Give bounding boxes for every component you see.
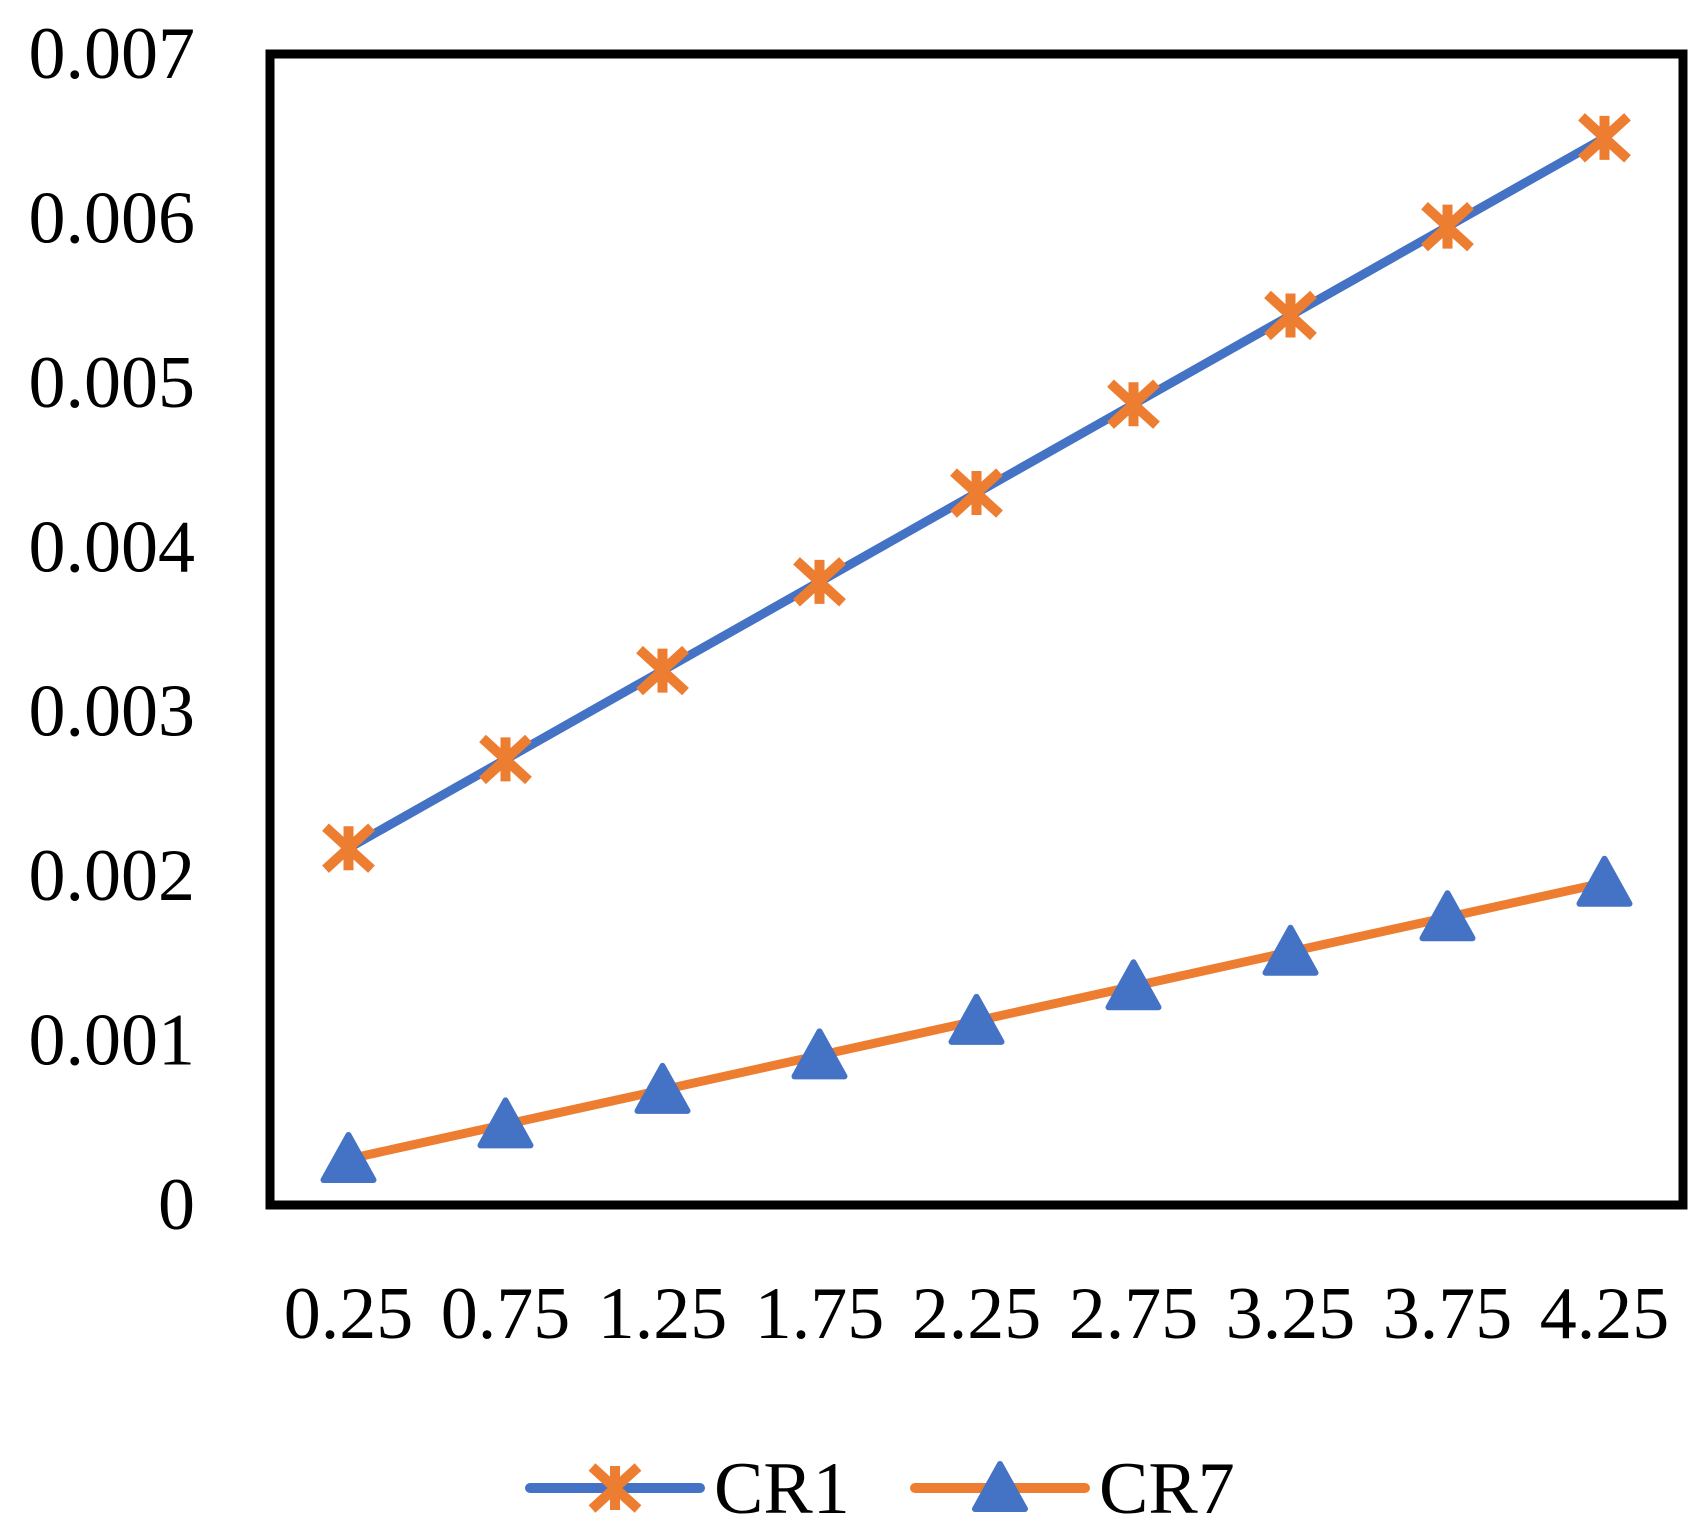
legend-triangle-marker-CR7	[972, 1461, 1028, 1512]
asterisk-marker-CR1	[1264, 290, 1317, 341]
legend: CR1 CR7	[525, 1448, 1235, 1530]
triangle-marker-CR7	[948, 993, 1005, 1045]
x-axis-tick-label: 2.25	[912, 1273, 1042, 1355]
asterisk-marker-CR1	[1421, 201, 1474, 252]
x-axis-tick-label: 0.75	[441, 1273, 571, 1355]
y-axis-tick-label: 0.006	[29, 177, 196, 259]
x-axis-tick-label: 3.25	[1226, 1273, 1356, 1355]
y-axis-tick-label: 0.004	[29, 506, 196, 588]
triangle-marker-CR7	[477, 1097, 534, 1149]
asterisk-marker-CR1	[636, 645, 689, 696]
triangle-marker-CR7	[320, 1131, 377, 1183]
legend-item-CR7: CR7	[910, 1448, 1235, 1530]
x-axis-tick-label: 1.75	[755, 1273, 885, 1355]
x-axis-tick-label: 3.75	[1383, 1273, 1513, 1355]
y-axis-tick-label: 0.001	[29, 1000, 196, 1082]
y-axis-tick-label: 0.007	[29, 13, 196, 95]
legend-label-CR7: CR7	[1099, 1448, 1235, 1530]
x-axis-tick-label: 1.25	[598, 1273, 728, 1355]
asterisk-marker-CR1	[322, 823, 375, 873]
asterisk-marker-CR1	[950, 468, 1003, 518]
series-CR1	[322, 113, 1631, 873]
triangle-marker-CR7	[1576, 855, 1633, 907]
triangle-marker-CR7	[1105, 959, 1162, 1011]
legend-asterisk-marker-CR1	[588, 1463, 642, 1513]
x-axis-tick-label: 4.25	[1540, 1273, 1670, 1355]
triangle-marker-CR7	[1419, 890, 1476, 942]
legend-item-CR1: CR1	[525, 1448, 850, 1530]
plot-area-border	[265, 49, 1688, 1210]
y-axis-tick-label: 0.003	[29, 671, 196, 753]
asterisk-marker-CR1	[479, 734, 532, 785]
x-axis-tick-label: 2.75	[1069, 1273, 1199, 1355]
triangle-marker-CR7	[791, 1028, 848, 1080]
y-axis-tick-label: 0.005	[29, 342, 196, 424]
series-CR7	[320, 855, 1633, 1183]
triangle-marker-CR7	[1262, 924, 1319, 976]
y-axis-tick-label: 0.002	[29, 835, 196, 917]
legend-label-CR1: CR1	[714, 1448, 850, 1530]
asterisk-marker-CR1	[1107, 379, 1160, 429]
asterisk-marker-CR1	[793, 557, 846, 607]
y-axis-tick-label: 0	[158, 1164, 195, 1246]
x-axis-tick-label: 0.25	[284, 1273, 414, 1355]
triangle-marker-CR7	[634, 1062, 691, 1114]
asterisk-marker-CR1	[1578, 113, 1631, 163]
